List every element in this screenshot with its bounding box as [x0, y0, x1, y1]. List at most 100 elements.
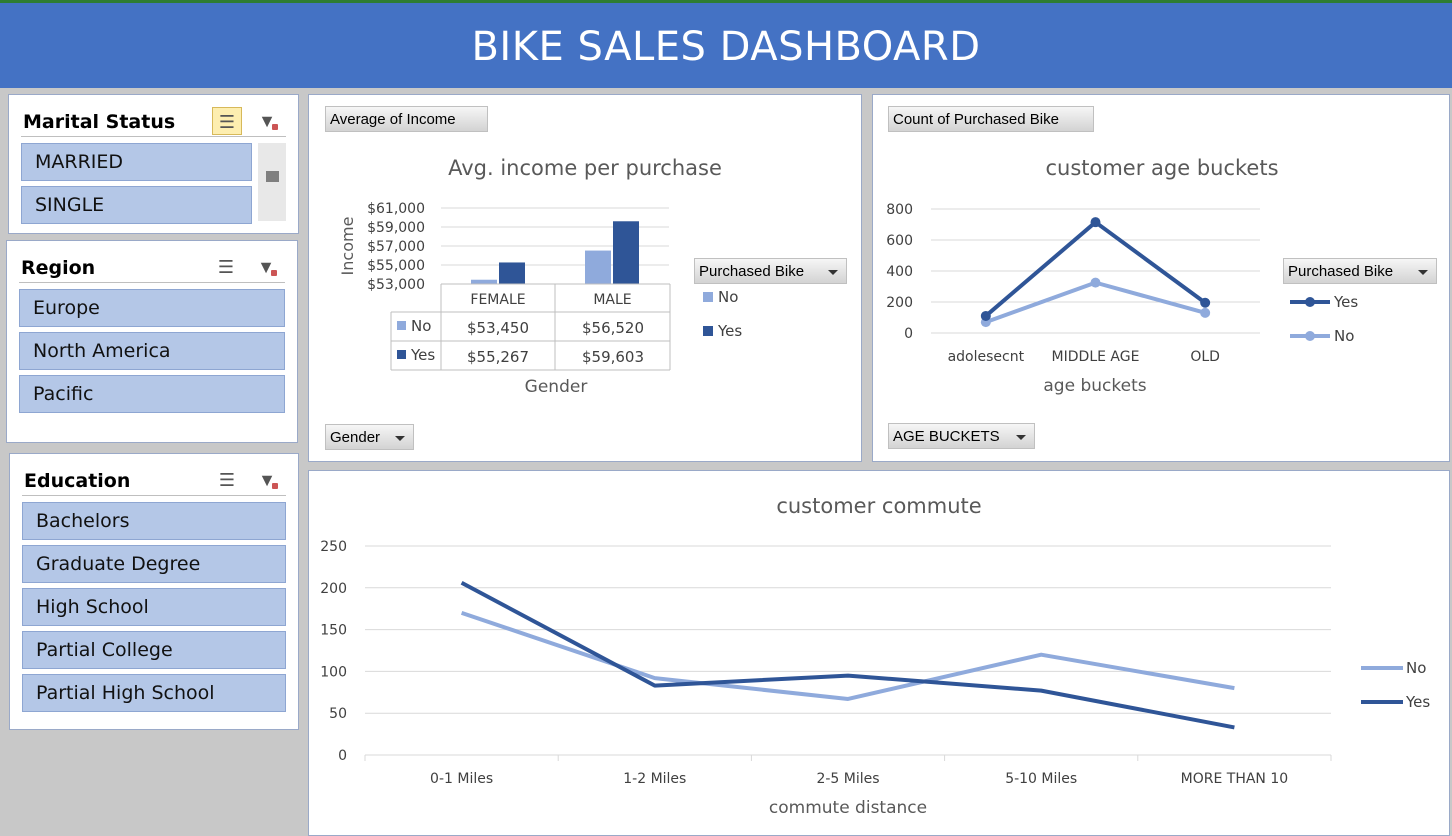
- x-tick-label: 2-5 Miles: [816, 771, 879, 787]
- data-point-yes: [1200, 297, 1211, 308]
- x-tick-label: MORE THAN 10: [1181, 771, 1289, 787]
- x-axis-label: Gender: [525, 377, 588, 397]
- bar-no-male: [585, 250, 611, 284]
- dropdown-arrow-icon: [1418, 270, 1428, 275]
- series-line-no: [460, 610, 1235, 701]
- y-axis-label: Income: [338, 217, 357, 276]
- slicer-item-bachelors[interactable]: Bachelors: [22, 502, 286, 540]
- slicer-header: Marital Status ☰ ▼: [21, 103, 286, 137]
- legend-key-no: [703, 292, 713, 302]
- data-point-no: [1090, 277, 1101, 288]
- multi-select-icon[interactable]: ☰: [212, 107, 242, 135]
- slicer-items: Europe North America Pacific: [19, 289, 285, 418]
- y-tick-label: 250: [320, 539, 347, 555]
- x-tick-label: 0-1 Miles: [430, 771, 493, 787]
- legend-label-no: No: [1406, 659, 1426, 677]
- legend-label-no: No: [1334, 327, 1354, 345]
- x-tick-label: 1-2 Miles: [623, 771, 686, 787]
- slicer-marital-status: Marital Status ☰ ▼ MARRIED SINGLE: [8, 94, 299, 234]
- legend-marker-yes: [1305, 297, 1315, 307]
- y-tick-label: 50: [329, 706, 347, 722]
- field-button-count-purchased[interactable]: Count of Purchased Bike: [888, 106, 1094, 132]
- table-legend-key-no: [397, 321, 406, 330]
- y-tick-label: $57,000: [367, 239, 425, 255]
- data-point-yes: [1090, 217, 1101, 228]
- slicer-item-pacific[interactable]: Pacific: [19, 375, 285, 413]
- y-tick-label: $59,000: [367, 220, 425, 236]
- dashboard-banner: BIKE SALES DASHBOARD: [0, 0, 1452, 88]
- bar-no-female: [471, 279, 497, 284]
- age-chart-panel: Count of Purchased Bike AGE BUCKETS Purc…: [872, 94, 1450, 462]
- legend-key-yes: [703, 326, 713, 336]
- y-tick-label: 0: [338, 748, 347, 764]
- slicer-title: Education: [24, 470, 131, 492]
- x-tick-label: MALE: [593, 292, 631, 308]
- data-point-yes: [980, 310, 991, 321]
- commute-chart: customer commute 0 50 100 150 200 250 0-1 Miles…: [320, 494, 1430, 818]
- legend-label-yes: Yes: [1333, 293, 1358, 311]
- legend-label-yes: Yes: [1405, 693, 1430, 711]
- chart-title: customer age buckets: [1045, 156, 1278, 180]
- clear-filter-icon[interactable]: ▼: [251, 253, 281, 281]
- x-axis-label: commute distance: [769, 798, 927, 818]
- x-axis-label: age buckets: [1043, 376, 1146, 396]
- y-tick-label: $53,000: [367, 277, 425, 293]
- data-label: $56,520: [582, 319, 644, 337]
- field-button-label: AGE BUCKETS: [893, 428, 1000, 445]
- income-chart: Avg. income per purchase Income $53,000 $55…: [338, 156, 742, 397]
- y-tick-label: $55,000: [367, 258, 425, 274]
- legend-label-no: No: [718, 288, 738, 306]
- data-point-no: [1200, 307, 1211, 318]
- chart-title: Avg. income per purchase: [448, 156, 722, 180]
- y-tick-label: 200: [886, 295, 913, 311]
- field-button-purchased-bike[interactable]: Purchased Bike: [1283, 258, 1437, 284]
- y-tick-label: 600: [886, 233, 913, 249]
- income-chart-panel: Average of Income Gender Purchased Bike …: [308, 94, 862, 462]
- clear-filter-icon[interactable]: ▼: [252, 466, 282, 494]
- legend-marker-no: [1305, 331, 1315, 341]
- x-tick-label: MIDDLE AGE: [1052, 349, 1140, 365]
- slicer-title: Marital Status: [23, 111, 176, 133]
- slicer-title: Region: [21, 257, 96, 279]
- table-row-label-no: No: [411, 317, 431, 335]
- x-tick-label: OLD: [1190, 349, 1220, 365]
- data-label: $53,450: [467, 319, 529, 337]
- slicer-education: Education ☰ ▼ Bachelors Graduate Degree …: [9, 453, 299, 730]
- x-tick-label: 5-10 Miles: [1005, 771, 1077, 787]
- multi-select-icon[interactable]: ☰: [218, 470, 236, 490]
- slicer-item-graduate-degree[interactable]: Graduate Degree: [22, 545, 286, 583]
- field-button-purchased-bike[interactable]: Purchased Bike: [694, 258, 847, 284]
- field-button-gender[interactable]: Gender: [325, 424, 414, 450]
- y-tick-label: 0: [904, 326, 913, 342]
- y-tick-label: 150: [320, 623, 347, 639]
- slicer-item-europe[interactable]: Europe: [19, 289, 285, 327]
- slicer-item-north-america[interactable]: North America: [19, 332, 285, 370]
- y-tick-label: 200: [320, 581, 347, 597]
- slicer-header: Education ☰ ▼: [22, 462, 286, 496]
- slicer-item-high-school[interactable]: High School: [22, 588, 286, 626]
- dashboard-title: BIKE SALES DASHBOARD: [471, 24, 981, 70]
- slicer-scrollbar[interactable]: [258, 143, 286, 221]
- slicer-items: MARRIED SINGLE: [21, 143, 252, 229]
- slicer-item-single[interactable]: SINGLE: [21, 186, 252, 224]
- multi-select-icon[interactable]: ☰: [217, 257, 235, 277]
- table-row-label-yes: Yes: [410, 346, 435, 364]
- y-tick-label: 800: [886, 202, 913, 218]
- legend-label-yes: Yes: [717, 322, 742, 340]
- field-button-age-buckets[interactable]: AGE BUCKETS: [888, 423, 1035, 449]
- x-tick-label: adolesecnt: [948, 349, 1025, 365]
- data-label: $55,267: [467, 348, 529, 366]
- dropdown-arrow-icon: [395, 436, 405, 441]
- slicer-item-partial-high-school[interactable]: Partial High School: [22, 674, 286, 712]
- y-tick-label: 100: [320, 664, 347, 680]
- field-button-label: Purchased Bike: [699, 263, 805, 280]
- field-button-average-income[interactable]: Average of Income: [325, 106, 488, 132]
- dropdown-arrow-icon: [1016, 435, 1026, 440]
- bar-yes-female: [499, 262, 525, 284]
- chart-title: customer commute: [776, 494, 981, 518]
- y-tick-label: $61,000: [367, 201, 425, 217]
- clear-filter-icon[interactable]: ▼: [252, 107, 282, 135]
- slicer-item-married[interactable]: MARRIED: [21, 143, 252, 181]
- field-button-label: Purchased Bike: [1288, 263, 1394, 280]
- slicer-item-partial-college[interactable]: Partial College: [22, 631, 286, 669]
